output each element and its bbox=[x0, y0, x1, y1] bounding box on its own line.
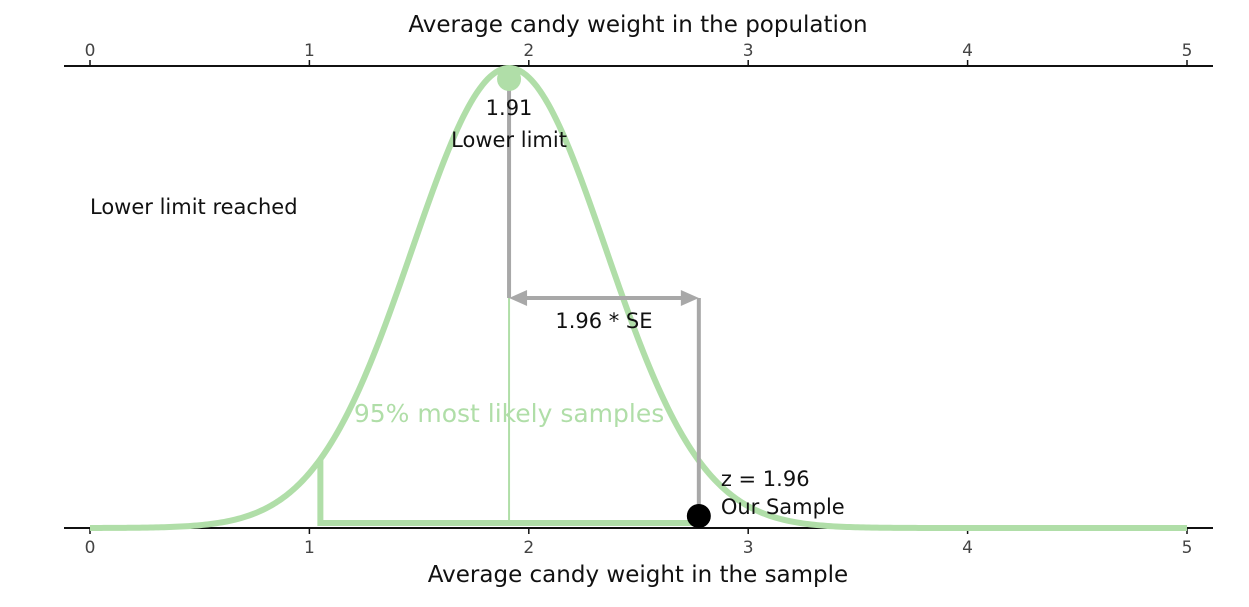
lower-limit-label: Lower limit bbox=[451, 128, 567, 152]
top-tick-label-1: 1 bbox=[304, 41, 315, 61]
bottom-tick-label-2: 2 bbox=[523, 538, 534, 558]
bottom-tick-label-3: 3 bbox=[743, 538, 754, 558]
bottom-tick-label-0: 0 bbox=[85, 538, 96, 558]
top-tick-label-0: 0 bbox=[85, 41, 96, 61]
sampling-distribution-curve bbox=[89, 65, 1188, 531]
bottom-axis-ticks: 0 1 2 3 4 5 bbox=[85, 528, 1193, 558]
status-text: Lower limit reached bbox=[90, 195, 298, 219]
sample-label: Our Sample bbox=[721, 495, 845, 519]
lower-limit-point bbox=[497, 67, 522, 91]
se-arrow-right-head bbox=[680, 290, 699, 306]
lower-limit-value: 1.91 bbox=[486, 96, 533, 120]
sample-point bbox=[686, 504, 711, 528]
bottom-tick-label-1: 1 bbox=[304, 538, 315, 558]
top-tick-label-2: 2 bbox=[523, 41, 534, 61]
top-axis-ticks: 0 1 2 3 4 5 bbox=[85, 41, 1193, 66]
top-tick-label-4: 4 bbox=[962, 41, 973, 61]
top-axis-title: Average candy weight in the population bbox=[408, 12, 867, 38]
top-tick-label-3: 3 bbox=[743, 41, 754, 61]
interval-outline bbox=[317, 459, 699, 526]
bottom-tick-label-5: 5 bbox=[1182, 538, 1193, 558]
bottom-axis-title: Average candy weight in the sample bbox=[428, 562, 848, 588]
bottom-tick-label-4: 4 bbox=[962, 538, 973, 558]
se-label: 1.96 * SE bbox=[555, 309, 652, 333]
top-tick-label-5: 5 bbox=[1182, 41, 1193, 61]
z-label: z = 1.96 bbox=[721, 467, 810, 491]
se-arrow-left-head bbox=[509, 290, 528, 306]
interval-label: 95% most likely samples bbox=[354, 399, 664, 428]
